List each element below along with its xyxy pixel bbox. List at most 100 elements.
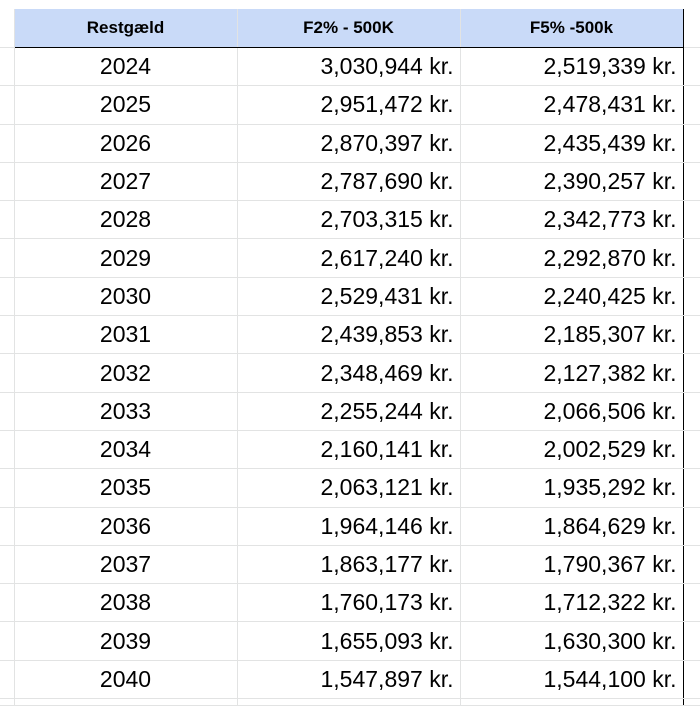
f2-value-cell[interactable]: 1,760,173 kr. [236, 583, 461, 623]
year-cell[interactable]: 2037 [14, 545, 238, 585]
year-cell[interactable]: 2026 [14, 124, 238, 163]
f5-value-cell[interactable]: 2,185,307 kr. [459, 315, 684, 355]
f5-value-cell[interactable]: 2,478,431 kr. [459, 85, 684, 125]
table-row: 2038 1,760,173 kr. 1,712,322 kr. [0, 583, 700, 623]
empty-cell[interactable] [683, 124, 700, 163]
f5-value-cell[interactable]: 1,864,629 kr. [459, 507, 684, 546]
year-cell[interactable]: 2031 [14, 315, 238, 355]
year-cell[interactable]: 2033 [14, 392, 238, 431]
f5-value-cell[interactable]: 2,342,773 kr. [459, 200, 684, 240]
f2-value-cell[interactable]: 2,951,472 kr. [236, 85, 461, 125]
year-cell[interactable]: 2039 [14, 621, 238, 661]
empty-cell[interactable] [683, 392, 700, 431]
empty-cell[interactable] [0, 621, 15, 661]
empty-cell[interactable] [0, 47, 15, 87]
f5-value-cell[interactable]: 1,544,100 kr. [459, 660, 684, 700]
header-cell-f2[interactable]: F2% - 500K [236, 9, 461, 48]
empty-cell[interactable] [0, 660, 15, 700]
f5-value-cell[interactable]: 1,630,300 kr. [459, 621, 684, 661]
empty-cell[interactable] [236, 698, 461, 707]
empty-cell[interactable] [683, 353, 700, 393]
f5-value-cell[interactable]: 1,935,292 kr. [459, 468, 684, 508]
f2-value-cell[interactable]: 3,030,944 kr. [236, 47, 461, 87]
f2-value-cell[interactable]: 2,063,121 kr. [236, 468, 461, 508]
empty-cell[interactable] [0, 545, 15, 585]
year-cell[interactable]: 2030 [14, 277, 238, 317]
f5-value-cell[interactable]: 2,435,439 kr. [459, 124, 684, 163]
table-row: 2035 2,063,121 kr. 1,935,292 kr. [0, 468, 700, 508]
year-cell[interactable]: 2034 [14, 430, 238, 470]
f2-value-cell[interactable]: 2,617,240 kr. [236, 238, 461, 278]
empty-cell[interactable] [683, 660, 700, 700]
f5-value-cell[interactable]: 2,240,425 kr. [459, 277, 684, 317]
f5-value-cell[interactable]: 1,712,322 kr. [459, 583, 684, 623]
f2-value-cell[interactable]: 1,655,093 kr. [236, 621, 461, 661]
empty-cell[interactable] [0, 507, 15, 546]
empty-cell[interactable] [14, 698, 238, 707]
f2-value-cell[interactable]: 2,529,431 kr. [236, 277, 461, 317]
f2-value-cell[interactable]: 2,439,853 kr. [236, 315, 461, 355]
year-cell[interactable]: 2028 [14, 200, 238, 240]
empty-cell[interactable] [683, 47, 700, 87]
empty-cell[interactable] [0, 162, 15, 202]
header-cell-f5[interactable]: F5% -500k [459, 9, 684, 48]
year-cell[interactable]: 2025 [14, 85, 238, 125]
f2-value-cell[interactable]: 2,703,315 kr. [236, 200, 461, 240]
f2-value-cell[interactable]: 2,870,397 kr. [236, 124, 461, 163]
f5-value-cell[interactable]: 2,002,529 kr. [459, 430, 684, 470]
year-cell[interactable]: 2032 [14, 353, 238, 393]
empty-cell[interactable] [459, 698, 684, 707]
year-cell[interactable]: 2029 [14, 238, 238, 278]
empty-cell[interactable] [683, 200, 700, 240]
empty-cell[interactable] [683, 430, 700, 470]
f2-value-cell[interactable]: 1,964,146 kr. [236, 507, 461, 546]
empty-cell[interactable] [0, 353, 15, 393]
empty-cell[interactable] [683, 621, 700, 661]
empty-cell[interactable] [683, 277, 700, 317]
year-cell[interactable]: 2035 [14, 468, 238, 508]
f2-value-cell[interactable]: 2,787,690 kr. [236, 162, 461, 202]
empty-cell[interactable] [0, 392, 15, 431]
empty-cell[interactable] [683, 85, 700, 125]
year-cell[interactable]: 2040 [14, 660, 238, 700]
empty-cell[interactable] [0, 85, 15, 125]
empty-cell[interactable] [0, 124, 15, 163]
empty-cell[interactable] [683, 9, 700, 48]
table-row: 2040 1,547,897 kr. 1,544,100 kr. [0, 660, 700, 700]
f5-value-cell[interactable]: 1,790,367 kr. [459, 545, 684, 585]
f2-value-cell[interactable]: 1,863,177 kr. [236, 545, 461, 585]
f2-value-cell[interactable]: 2,348,469 kr. [236, 353, 461, 393]
f5-value-cell[interactable]: 2,127,382 kr. [459, 353, 684, 393]
empty-cell[interactable] [683, 583, 700, 623]
empty-cell[interactable] [683, 238, 700, 278]
empty-cell[interactable] [0, 238, 15, 278]
empty-cell[interactable] [0, 698, 15, 707]
year-cell[interactable]: 2024 [14, 47, 238, 87]
f2-value-cell[interactable]: 2,160,141 kr. [236, 430, 461, 470]
empty-cell[interactable] [0, 430, 15, 470]
f2-value-cell[interactable]: 2,255,244 kr. [236, 392, 461, 431]
header-cell-restgaeld[interactable]: Restgæld [14, 9, 238, 48]
table-row: 2033 2,255,244 kr. 2,066,506 kr. [0, 392, 700, 431]
empty-cell[interactable] [683, 698, 700, 707]
f5-value-cell[interactable]: 2,292,870 kr. [459, 238, 684, 278]
empty-cell[interactable] [0, 468, 15, 508]
year-cell[interactable]: 2036 [14, 507, 238, 546]
empty-cell[interactable] [0, 200, 15, 240]
empty-cell[interactable] [683, 468, 700, 508]
empty-cell[interactable] [0, 583, 15, 623]
f5-value-cell[interactable]: 2,519,339 kr. [459, 47, 684, 87]
empty-cell[interactable] [0, 277, 15, 317]
empty-cell[interactable] [0, 9, 15, 48]
year-cell[interactable]: 2027 [14, 162, 238, 202]
table-row: 2036 1,964,146 kr. 1,864,629 kr. [0, 507, 700, 546]
year-cell[interactable]: 2038 [14, 583, 238, 623]
empty-cell[interactable] [0, 315, 15, 355]
f5-value-cell[interactable]: 2,390,257 kr. [459, 162, 684, 202]
empty-cell[interactable] [683, 162, 700, 202]
f5-value-cell[interactable]: 2,066,506 kr. [459, 392, 684, 431]
empty-cell[interactable] [683, 545, 700, 585]
empty-cell[interactable] [683, 507, 700, 546]
empty-cell[interactable] [683, 315, 700, 355]
f2-value-cell[interactable]: 1,547,897 kr. [236, 660, 461, 700]
